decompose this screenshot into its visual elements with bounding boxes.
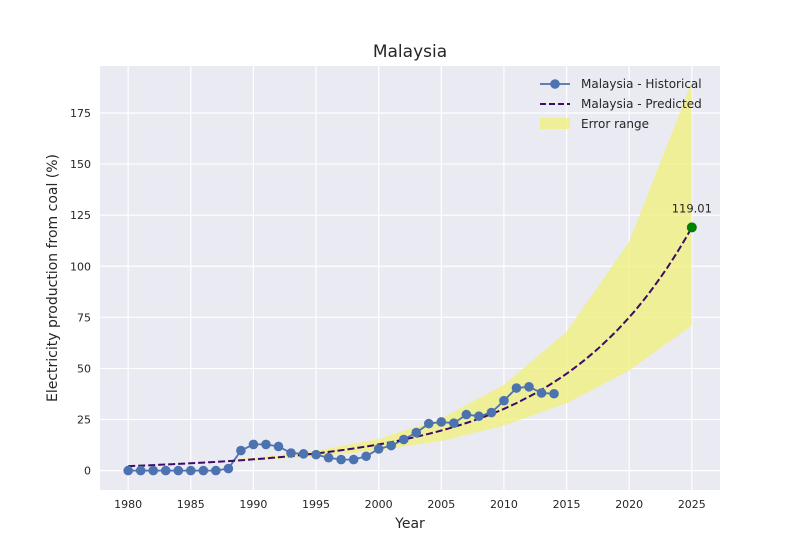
y-axis-label: Electricity production from coal (%) bbox=[45, 154, 61, 402]
series-markers bbox=[123, 382, 559, 476]
historical-point bbox=[173, 465, 184, 476]
historical-point bbox=[373, 444, 384, 454]
y-tick-label: 100 bbox=[70, 260, 91, 273]
grid bbox=[100, 66, 720, 490]
x-tick-label: 1980 bbox=[114, 498, 142, 511]
historical-point bbox=[323, 452, 334, 463]
historical-point bbox=[536, 388, 547, 398]
historical-point bbox=[211, 465, 221, 476]
y-tick-label: 50 bbox=[77, 362, 91, 375]
historical-point bbox=[336, 454, 346, 465]
y-tick-label: 175 bbox=[70, 107, 91, 120]
historical-point bbox=[461, 409, 472, 420]
historical-point bbox=[436, 417, 447, 427]
annotation-label: 119.01 bbox=[672, 201, 712, 215]
x-tick-label: 1995 bbox=[302, 498, 330, 511]
historical-point bbox=[273, 441, 284, 452]
x-tick-label: 2005 bbox=[427, 498, 455, 511]
x-axis-label: Year bbox=[394, 516, 425, 532]
y-tick-label: 150 bbox=[70, 158, 91, 171]
historical-point bbox=[148, 465, 159, 476]
legend-error-label: Error range bbox=[581, 117, 649, 131]
historical-point bbox=[261, 439, 271, 450]
predicted-line bbox=[128, 226, 693, 468]
historical-point bbox=[499, 395, 509, 406]
predicted-endpoint bbox=[686, 222, 697, 233]
legend-historical-marker bbox=[550, 79, 560, 89]
x-tick-label: 2010 bbox=[490, 498, 518, 511]
tick-labels: 1980 1985 1990 1995 2000 2005 2010 2015 2020 2025… bbox=[70, 107, 706, 511]
x-tick-label: 2020 bbox=[615, 498, 643, 511]
historical-point bbox=[236, 445, 246, 456]
historical-point bbox=[198, 465, 209, 476]
historical-point bbox=[474, 411, 484, 422]
historical-point bbox=[549, 388, 559, 399]
chart-title: Malaysia bbox=[373, 42, 447, 62]
historical-point bbox=[449, 418, 459, 428]
legend: Malaysia - Historical Malaysia - Predicte… bbox=[540, 77, 702, 131]
x-tick-label: 2025 bbox=[678, 498, 706, 511]
annotation-group: 119.01 bbox=[672, 201, 712, 233]
historical-point bbox=[248, 439, 259, 450]
historical-point bbox=[486, 407, 497, 418]
historical-point bbox=[286, 448, 296, 458]
historical-point bbox=[398, 434, 409, 445]
y-tick-label: 25 bbox=[77, 414, 91, 427]
x-tick-label: 2000 bbox=[365, 498, 393, 511]
y-tick-label: 0 bbox=[84, 465, 91, 478]
historical-point bbox=[361, 451, 371, 462]
y-tick-label: 125 bbox=[70, 209, 91, 222]
x-tick-label: 1985 bbox=[177, 498, 205, 511]
legend-error-swatch bbox=[540, 118, 570, 129]
historical-point bbox=[135, 465, 146, 476]
historical-point bbox=[348, 454, 359, 465]
historical-point bbox=[311, 449, 321, 460]
legend-historical-label: Malaysia - Historical bbox=[581, 77, 702, 91]
historical-point bbox=[423, 418, 434, 429]
historical-point bbox=[524, 382, 534, 392]
historical-point bbox=[298, 449, 309, 459]
historical-point bbox=[511, 383, 522, 393]
y-tick-label: 75 bbox=[77, 311, 91, 324]
legend-predicted-label: Malaysia - Predicted bbox=[581, 97, 702, 111]
historical-point bbox=[411, 427, 422, 438]
historical-point bbox=[160, 465, 171, 476]
x-tick-label: 1990 bbox=[239, 498, 267, 511]
historical-point bbox=[186, 465, 196, 476]
historical-point bbox=[386, 440, 397, 451]
x-tick-label: 2015 bbox=[553, 498, 581, 511]
historical-point bbox=[223, 463, 234, 474]
historical-point bbox=[123, 465, 133, 476]
